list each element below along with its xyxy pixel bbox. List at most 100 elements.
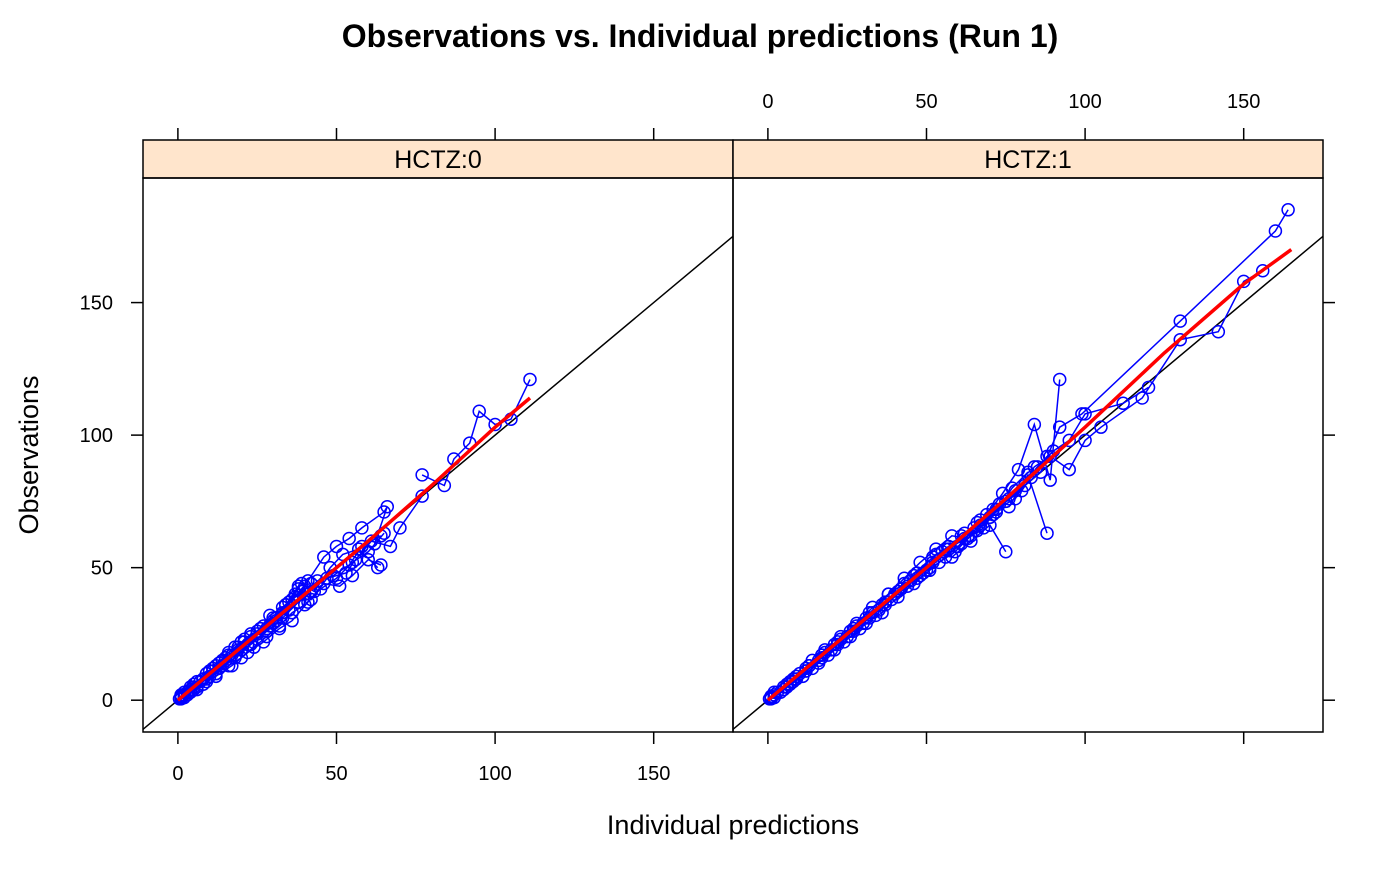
smooth-line: [176, 396, 532, 702]
data-point: [415, 489, 429, 503]
data-point: [209, 658, 223, 673]
data-point: [332, 579, 347, 593]
data-point: [1211, 324, 1226, 339]
data-point: [374, 558, 388, 572]
panel-border: [732, 177, 1324, 733]
x-axis-label: Individual predictions: [607, 810, 859, 840]
individual-line: [770, 379, 1061, 697]
panel-strip-label: HCTZ:0: [394, 146, 482, 174]
data-point: [846, 621, 861, 636]
panel-strip: [142, 139, 734, 179]
data-point: [767, 685, 781, 699]
data-point: [1173, 314, 1188, 328]
data-point: [1075, 407, 1089, 421]
data-point: [783, 674, 797, 689]
data-point: [380, 499, 394, 514]
data-point: [285, 613, 299, 628]
data-point: [361, 552, 375, 567]
y-axis: 0 50 100 150: [80, 293, 1335, 712]
data-point: [1043, 473, 1057, 487]
panel-strip-label: HCTZ:1: [984, 146, 1072, 174]
data-point: [976, 521, 991, 535]
data-point: [488, 417, 502, 432]
x-tick-label: 100: [1068, 91, 1101, 113]
panel-content: [143, 235, 733, 730]
data-point: [799, 661, 813, 676]
data-point: [941, 539, 956, 554]
data-point: [291, 579, 306, 593]
data-point: [1052, 372, 1067, 387]
data-point: [183, 680, 198, 694]
y-tick-label: 150: [80, 293, 113, 315]
data-point: [992, 497, 1007, 511]
data-point: [437, 478, 452, 493]
data-point: [973, 513, 988, 527]
data-point: [1062, 462, 1076, 477]
data-point: [317, 550, 331, 564]
y-tick-label: 0: [102, 690, 113, 712]
data-point: [1255, 264, 1270, 278]
y-axis-label: Observations: [14, 375, 44, 534]
data-point: [862, 605, 877, 620]
data-point: [1116, 396, 1130, 411]
y-tick-label: 100: [80, 425, 113, 447]
data-point: [199, 672, 214, 686]
x-tick-label: 0: [762, 91, 773, 113]
data-point: [310, 574, 325, 588]
data-point: [894, 582, 908, 596]
data-point: [1078, 407, 1092, 421]
data-point: [523, 372, 537, 387]
panel-content: [733, 203, 1323, 730]
x-tick-label: 150: [637, 763, 670, 785]
y-tick-label: 50: [91, 558, 113, 580]
data-point: [1027, 417, 1042, 432]
data-point: [1141, 380, 1156, 395]
data-point: [770, 685, 785, 699]
data-point: [174, 688, 188, 702]
data-point: [1052, 420, 1067, 434]
data-point: [957, 526, 972, 540]
data-point: [786, 672, 801, 686]
individual-line: [183, 590, 312, 693]
data-point: [415, 468, 429, 482]
data-point: [1011, 462, 1026, 477]
x-tick-label: 50: [325, 763, 347, 785]
data-point: [1268, 224, 1283, 238]
data-point: [1135, 391, 1149, 405]
data-point: [370, 560, 385, 575]
chart-panels: HCTZ:0 0 50 100 150 HCTZ:1 0 50 100 150 0 50 100 150: [80, 91, 1335, 785]
panel-0: HCTZ:0 0 50 100 150: [142, 128, 734, 785]
data-point: [1040, 526, 1054, 540]
data-point: [393, 521, 407, 535]
data-point: [999, 545, 1013, 559]
individual-line: [770, 209, 1289, 700]
data-point: [830, 637, 845, 652]
data-point: [263, 619, 277, 633]
data-point: [1078, 433, 1092, 448]
panel-1: HCTZ:1 0 50 100 150: [732, 91, 1324, 744]
data-point: [355, 521, 369, 535]
data-point: [900, 579, 915, 593]
data-point: [878, 598, 893, 612]
data-point: [1094, 420, 1108, 434]
data-point: [818, 645, 832, 660]
data-point: [910, 566, 924, 580]
data-point: [345, 568, 360, 583]
x-tick-label: 100: [478, 763, 511, 785]
data-point: [383, 539, 398, 554]
data-point: [1173, 332, 1188, 347]
data-point: [196, 672, 211, 686]
smooth-line: [766, 248, 1293, 702]
individual-line: [421, 379, 531, 487]
data-point: [815, 648, 829, 662]
chart-title: Observations vs. Individual predictions …: [342, 18, 1059, 54]
x-tick-label: 50: [915, 91, 937, 113]
data-point: [1281, 203, 1295, 217]
x-tick-label: 150: [1227, 91, 1260, 113]
data-point: [329, 539, 344, 554]
data-point: [291, 595, 306, 609]
data-point: [342, 531, 356, 546]
data-point: [355, 539, 369, 554]
